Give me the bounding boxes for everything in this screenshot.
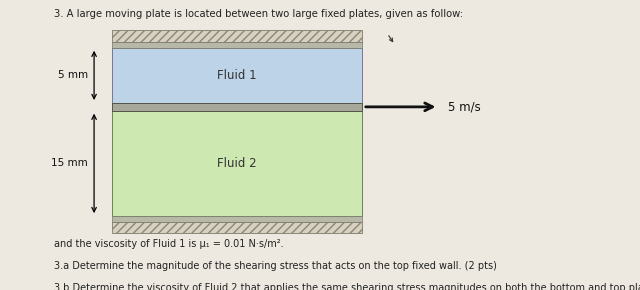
Text: 3.b Determine the viscosity of Fluid 2 that applies the same shearing stress mag: 3.b Determine the viscosity of Fluid 2 t…	[54, 283, 640, 290]
Bar	[112, 48, 362, 103]
Text: 5 mm: 5 mm	[58, 70, 88, 80]
Bar	[112, 216, 362, 222]
Bar	[112, 111, 362, 216]
Text: 3. A large moving plate is located between two large fixed plates, given as foll: 3. A large moving plate is located betwe…	[54, 9, 463, 19]
Text: 5 m/s: 5 m/s	[448, 100, 481, 113]
Text: Fluid 1: Fluid 1	[217, 69, 257, 82]
Text: Fluid 2: Fluid 2	[217, 157, 257, 170]
Text: 15 mm: 15 mm	[51, 158, 88, 168]
Bar	[112, 42, 362, 48]
Bar	[112, 103, 362, 111]
Bar	[112, 30, 362, 42]
Text: and the viscosity of Fluid 1 is μ₁ = 0.01 N·s/m².: and the viscosity of Fluid 1 is μ₁ = 0.0…	[54, 239, 284, 249]
Text: 3.a Determine the magnitude of the shearing stress that acts on the top fixed wa: 3.a Determine the magnitude of the shear…	[54, 261, 497, 271]
Bar	[112, 222, 362, 233]
